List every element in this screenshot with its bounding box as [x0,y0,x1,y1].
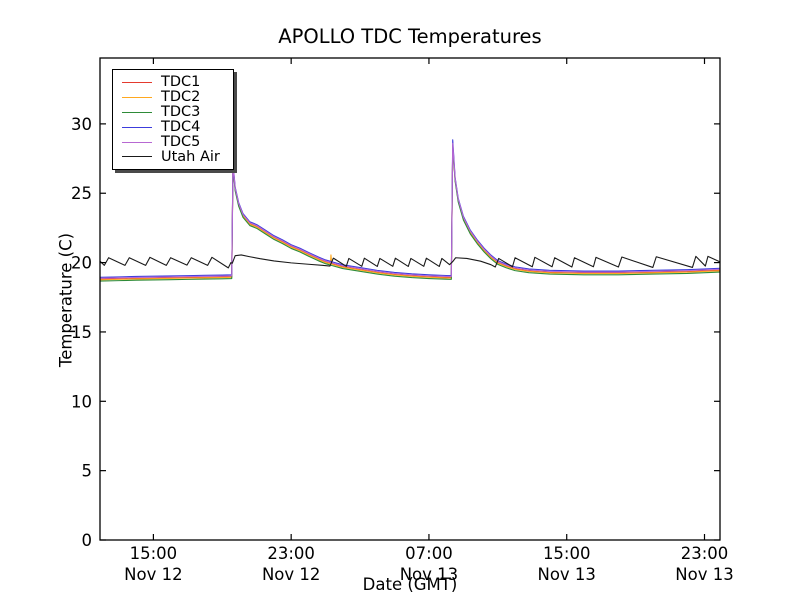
legend-item-utah-air: Utah Air [122,149,224,164]
axes-frame [99,57,721,541]
legend-label: TDC2 [161,89,201,106]
legend: TDC1 TDC2 TDC3 TDC4 TDC5 Utah Air [112,69,234,171]
y-tick-label: 0 [82,531,93,550]
series-line-utah-air [99,254,721,269]
y-tick-label: 20 [71,254,92,273]
x-tick-label-time: 23:00 [681,544,729,563]
y-tick-label: 15 [71,323,92,342]
legend-label: TDC1 [161,74,201,91]
legend-line-sample [122,81,152,83]
x-tick-label-date: Nov 13 [537,565,595,584]
x-tick-label-time: 15:00 [130,544,178,563]
legend-line-sample [122,141,152,143]
legend-label: TDC4 [161,118,201,135]
y-tick-label: 10 [71,392,92,411]
legend-line-sample [122,111,152,113]
series-line-tdc5 [99,142,721,279]
x-axis-label: Date (GMT) [362,575,458,594]
x-tick-label-date: Nov 12 [124,565,182,584]
legend-line-sample [122,96,152,98]
x-tick-label-date: Nov 13 [400,565,458,584]
legend-item-tdc5: TDC5 [122,135,224,150]
legend-item-tdc4: TDC4 [122,120,224,135]
legend-label: TDC3 [161,103,201,120]
y-tick-label: 5 [82,462,93,481]
y-tick-label: 25 [71,184,92,203]
legend-line-sample [122,126,152,128]
x-tick-label-time: 07:00 [405,544,453,563]
legend-line-sample [122,156,152,158]
y-tick-label: 30 [71,115,92,134]
x-tick-label-time: 23:00 [267,544,315,563]
legend-item-tdc3: TDC3 [122,105,224,120]
chart-title: APOLLO TDC Temperatures [278,25,542,48]
legend-item-tdc2: TDC2 [122,90,224,105]
y-axis-label: Temperature (C) [56,232,76,368]
x-tick-label-time: 15:00 [543,544,591,563]
legend-label: TDC5 [161,133,201,150]
x-tick-label-date: Nov 12 [262,565,320,584]
x-tick-label-date: Nov 13 [675,565,733,584]
legend-label: Utah Air [161,148,220,165]
legend-item-tdc1: TDC1 [122,75,224,90]
